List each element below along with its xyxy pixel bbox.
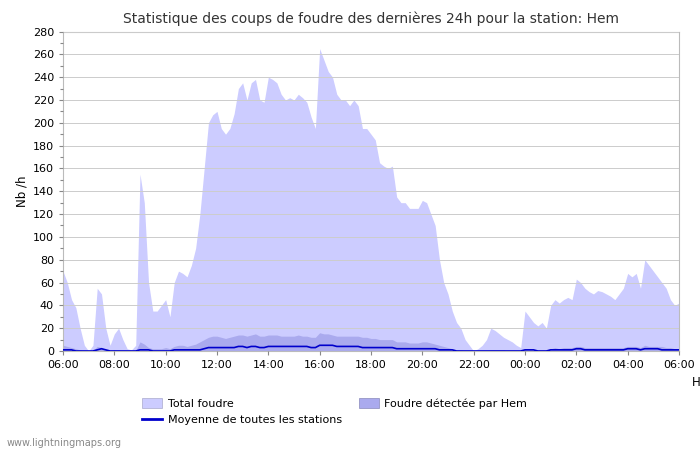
Title: Statistique des coups de foudre des dernières 24h pour la station: Hem: Statistique des coups de foudre des dern… [123,12,619,26]
Text: Heure: Heure [692,376,700,389]
Y-axis label: Nb /h: Nb /h [15,176,29,207]
Legend: Total foudre, Moyenne de toutes les stations, Foudre détectée par Hem: Total foudre, Moyenne de toutes les stat… [143,398,527,425]
Text: www.lightningmaps.org: www.lightningmaps.org [7,438,122,448]
